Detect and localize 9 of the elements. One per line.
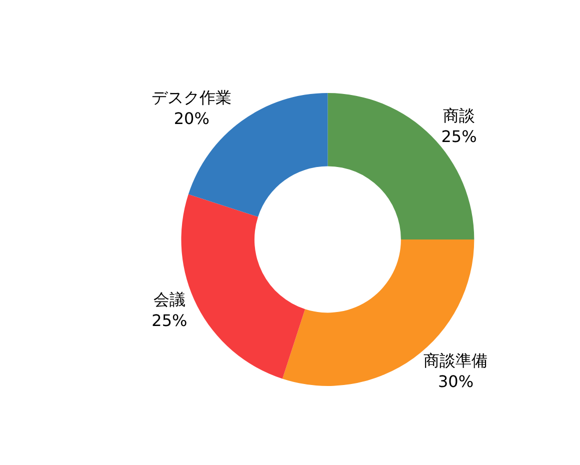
slice-label: デスク作業 — [152, 88, 232, 108]
slice-label: 商談 — [443, 106, 476, 126]
data-label: 25% — [152, 310, 188, 330]
slice-label: 会議 — [153, 290, 186, 310]
data-label: 20% — [174, 108, 210, 128]
slice-label: 商談準備 — [424, 351, 488, 370]
data-label: 30% — [438, 372, 474, 391]
donut-slice — [328, 93, 474, 240]
data-label: 25% — [441, 126, 477, 146]
